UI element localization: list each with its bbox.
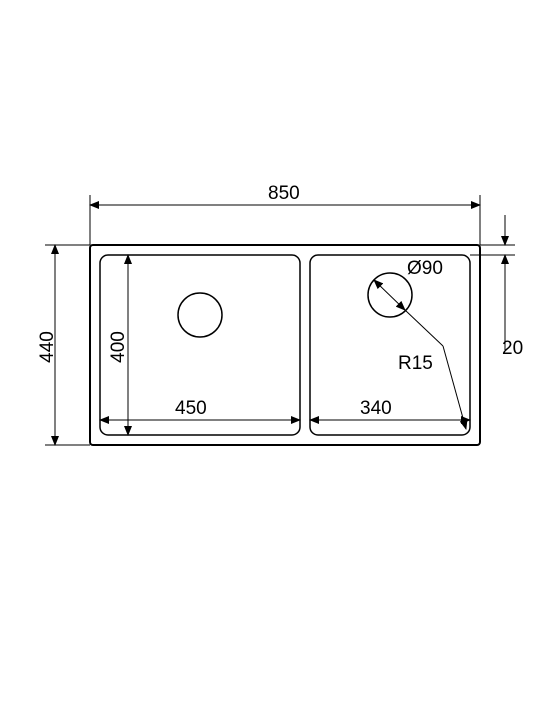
dim-ilv-label: 400	[108, 331, 130, 363]
dim-rad-leader	[443, 346, 466, 429]
dim-right-label: 20	[502, 338, 523, 360]
dim-br-label: 340	[360, 398, 392, 420]
dim-dia-leader	[374, 280, 405, 310]
dim-rad-label: R15	[398, 353, 433, 375]
dim-dia-leader-ext	[405, 310, 443, 346]
dim-top-label: 850	[268, 183, 300, 205]
left-drain	[178, 293, 222, 337]
dim-bl-label: 450	[175, 398, 207, 420]
sink-diagram	[0, 0, 540, 720]
dim-dia-label: Ø90	[407, 258, 443, 280]
dim-left-label: 440	[37, 331, 59, 363]
